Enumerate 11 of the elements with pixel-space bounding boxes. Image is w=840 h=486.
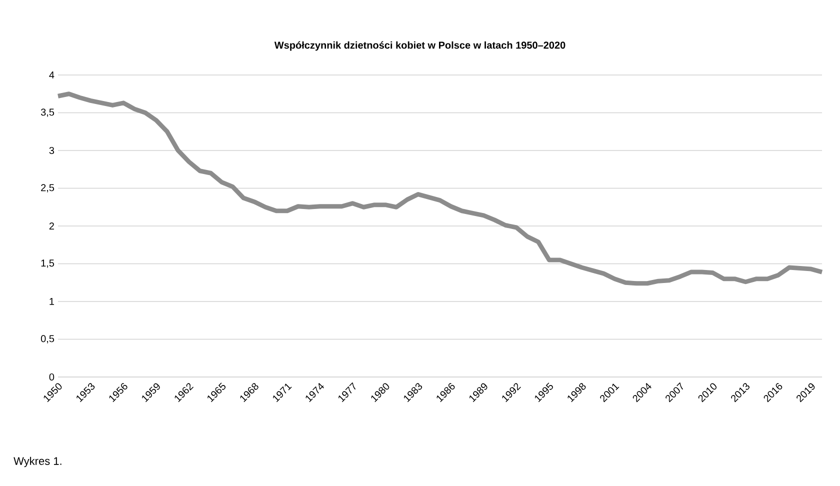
y-tick-label: 2,5 (41, 184, 54, 192)
y-tick-label: 0 (49, 373, 54, 381)
y-tick-label: 4 (49, 72, 54, 78)
chart-title: Współczynnik dzietności kobiet w Polsce w latach 1950–2020 (274, 41, 566, 51)
y-tick-label: 2 (49, 222, 54, 230)
y-tick-label: 0,5 (40, 335, 54, 344)
y-tick-label: 1 (50, 298, 54, 305)
y-tick-label: 1,5 (41, 260, 54, 268)
y-tick-label: 3 (49, 146, 54, 154)
text: Wykres 1. (14, 456, 62, 468)
y-tick-label: 3,5 (40, 108, 54, 117)
